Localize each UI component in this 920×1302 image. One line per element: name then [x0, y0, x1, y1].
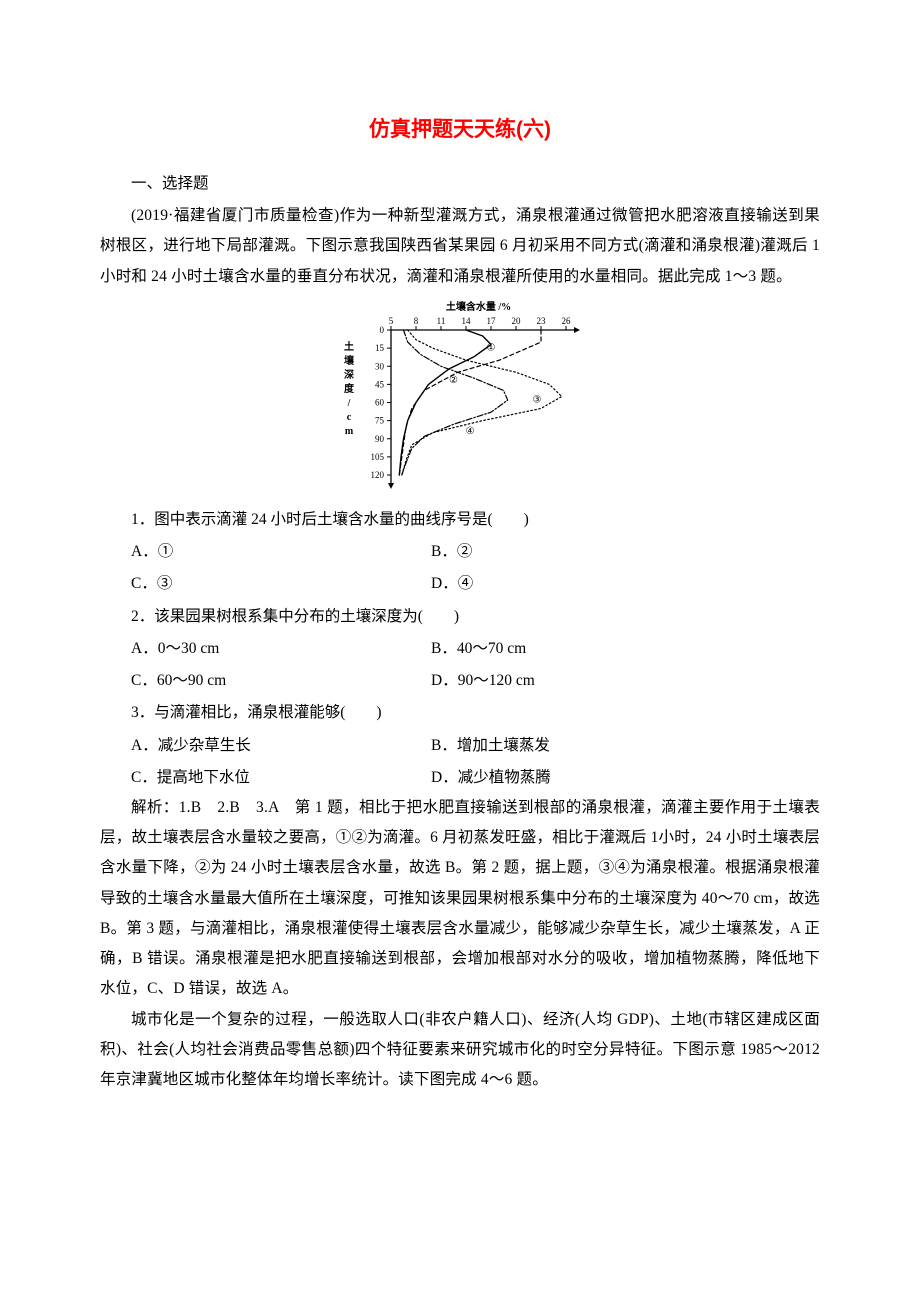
- svg-text:c: c: [346, 412, 351, 423]
- q2-option-c: C．60～90 cm: [131, 666, 431, 696]
- q3-option-d: D．减少植物蒸腾: [431, 763, 820, 793]
- question-1-options-row1: A．① B．②: [100, 537, 820, 567]
- svg-text:0: 0: [379, 325, 384, 335]
- question-2-options-row2: C．60～90 cm D．90～120 cm: [100, 666, 820, 696]
- svg-text:14: 14: [461, 316, 471, 326]
- q1-option-b: B．②: [431, 537, 820, 567]
- svg-text:土壤含水量 /%: 土壤含水量 /%: [445, 300, 510, 313]
- page-title: 仿真押题天天练(六): [100, 110, 820, 151]
- svg-text:壤: 壤: [344, 354, 355, 367]
- q1-option-c: C．③: [131, 569, 431, 599]
- svg-text:60: 60: [375, 397, 385, 407]
- svg-text:③: ③: [532, 394, 541, 405]
- q1-option-d: D．④: [431, 569, 820, 599]
- q2-option-b: B．40～70 cm: [431, 634, 820, 664]
- svg-text:105: 105: [370, 452, 384, 462]
- question-3-options-row2: C．提高地下水位 D．减少植物蒸腾: [100, 763, 820, 793]
- question-1-stem: 1．图中表示滴灌 24 小时后土壤含水量的曲线序号是( ): [100, 505, 820, 535]
- svg-text:5: 5: [388, 316, 393, 326]
- passage-1: (2019·福建省厦门市质量检查)作为一种新型灌溉方式，涌泉根灌通过微管把水肥溶…: [100, 201, 820, 292]
- svg-text:深: 深: [344, 368, 354, 381]
- question-3-options-row1: A．减少杂草生长 B．增加土壤蒸发: [100, 731, 820, 761]
- passage-2: 城市化是一个复杂的过程，一般选取人口(非农户籍人口)、经济(人均 GDP)、土地…: [100, 1005, 820, 1096]
- svg-text:④: ④: [465, 426, 474, 437]
- svg-text:120: 120: [370, 470, 384, 480]
- svg-text:m: m: [344, 426, 353, 437]
- svg-text:30: 30: [375, 361, 385, 371]
- svg-text:90: 90: [375, 434, 385, 444]
- svg-text:15: 15: [375, 343, 385, 353]
- svg-text:23: 23: [536, 316, 546, 326]
- q2-option-d: D．90～120 cm: [431, 666, 820, 696]
- svg-text:26: 26: [561, 316, 571, 326]
- svg-text:①: ①: [486, 342, 495, 353]
- svg-text:土: 土: [344, 340, 354, 353]
- question-2-stem: 2．该果园果树根系集中分布的土壤深度为( ): [100, 602, 820, 632]
- section-1-label: 一、选择题: [100, 169, 820, 199]
- svg-text:②: ②: [449, 375, 458, 386]
- question-1-options-row2: C．③ D．④: [100, 569, 820, 599]
- q3-option-c: C．提高地下水位: [131, 763, 431, 793]
- svg-text:17: 17: [486, 316, 496, 326]
- svg-text:8: 8: [413, 316, 418, 326]
- q1-option-a: A．①: [131, 537, 431, 567]
- svg-text:度: 度: [344, 382, 355, 395]
- q3-option-b: B．增加土壤蒸发: [431, 731, 820, 761]
- explanation-1: 解析：1.B 2.B 3.A 第 1 题，相比于把水肥直接输送到根部的涌泉根灌，…: [100, 793, 820, 1005]
- q2-option-a: A．0～30 cm: [131, 634, 431, 664]
- svg-text:45: 45: [375, 379, 385, 389]
- svg-text:/: /: [346, 398, 350, 409]
- question-2-options-row1: A．0～30 cm B．40～70 cm: [100, 634, 820, 664]
- svg-text:75: 75: [375, 415, 385, 425]
- svg-text:11: 11: [436, 316, 445, 326]
- question-3-stem: 3．与滴灌相比，涌泉根灌能够( ): [100, 698, 820, 728]
- q3-option-a: A．减少杂草生长: [131, 731, 431, 761]
- svg-text:20: 20: [511, 316, 521, 326]
- soil-moisture-chart: 土壤含水量 /% 5 8 11 14 17 20 23 26 0 15 30 45 60 75 90 105 12…: [100, 298, 820, 501]
